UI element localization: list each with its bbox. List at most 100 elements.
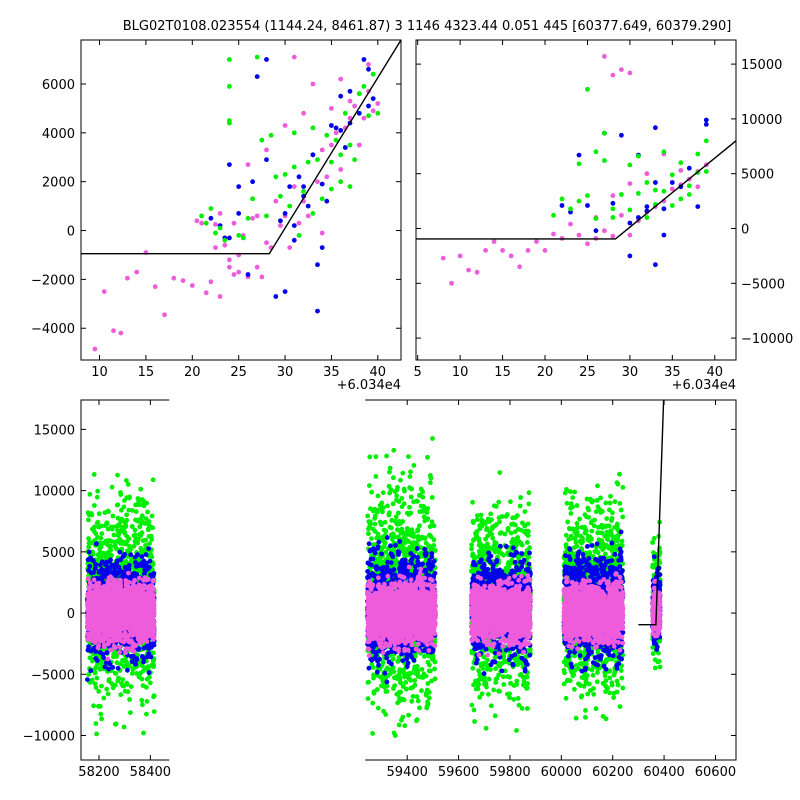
data-point xyxy=(130,665,136,671)
data-point xyxy=(398,680,404,686)
data-point xyxy=(652,657,658,663)
data-point xyxy=(388,671,393,677)
x-tick-label: 5 xyxy=(414,365,422,380)
data-point xyxy=(400,529,406,535)
data-point xyxy=(319,181,325,187)
data-point xyxy=(492,713,498,719)
data-point xyxy=(505,526,511,531)
data-point xyxy=(139,676,145,682)
data-point xyxy=(94,520,100,526)
data-point xyxy=(291,130,297,136)
data-point xyxy=(370,71,376,77)
data-point xyxy=(125,275,130,281)
data-point xyxy=(107,544,113,550)
data-point xyxy=(408,510,414,516)
data-point xyxy=(427,662,432,668)
y-tick-label: 10000 xyxy=(741,113,782,128)
data-point xyxy=(236,211,242,216)
data-point xyxy=(144,711,149,717)
data-point xyxy=(99,683,104,689)
data-point xyxy=(137,531,143,537)
data-point xyxy=(250,196,256,202)
data-point xyxy=(301,110,306,116)
data-point xyxy=(402,723,408,729)
data-point xyxy=(607,500,613,506)
data-point xyxy=(151,709,157,714)
data-point xyxy=(413,671,419,676)
x-tick-label: 25 xyxy=(579,365,596,380)
data-point xyxy=(472,536,478,542)
y-tick-label: 4000 xyxy=(42,127,75,142)
data-point xyxy=(126,507,132,513)
data-point xyxy=(403,551,408,557)
data-point xyxy=(366,113,371,119)
data-point xyxy=(508,681,513,686)
data-point xyxy=(581,675,587,681)
data-point xyxy=(96,524,101,530)
data-point xyxy=(387,490,393,496)
data-point xyxy=(296,233,302,238)
data-point xyxy=(94,675,100,681)
data-point xyxy=(356,110,362,116)
data-point xyxy=(419,667,425,672)
data-point xyxy=(620,514,626,520)
data-point xyxy=(627,70,633,76)
data-point xyxy=(390,475,396,481)
data-point xyxy=(401,697,407,703)
top-left-panel: 10 15 20 25 30 35 40−4000−20000200040006000+6.… xyxy=(31,39,402,393)
data-point xyxy=(101,289,107,294)
data-point xyxy=(139,697,145,703)
data-point xyxy=(695,204,701,210)
data-point xyxy=(480,666,486,671)
data-point xyxy=(573,539,579,545)
data-point xyxy=(114,502,120,508)
data-point xyxy=(653,262,658,268)
data-point xyxy=(96,703,101,709)
data-point xyxy=(421,654,427,659)
data-point xyxy=(131,543,137,549)
data-point xyxy=(400,470,406,476)
data-point xyxy=(617,471,622,477)
data-point xyxy=(384,689,390,694)
data-point xyxy=(310,125,316,131)
data-point xyxy=(305,203,311,209)
data-point xyxy=(505,674,510,679)
data-point xyxy=(407,474,413,479)
data-point xyxy=(414,717,420,723)
data-point xyxy=(583,708,588,713)
data-point xyxy=(315,308,320,314)
data-point xyxy=(347,98,353,104)
data-point xyxy=(476,538,482,544)
data-point xyxy=(519,706,525,711)
data-point xyxy=(405,531,411,537)
x-tick-label: 30 xyxy=(622,365,639,380)
data-point xyxy=(111,328,116,334)
data-point xyxy=(124,495,130,501)
data-point xyxy=(609,518,614,523)
data-point xyxy=(400,519,405,524)
data-point xyxy=(605,532,611,538)
data-point xyxy=(471,707,477,713)
data-point xyxy=(124,538,130,544)
data-point xyxy=(352,103,357,109)
data-point xyxy=(329,142,334,148)
data-point xyxy=(118,330,124,336)
data-point xyxy=(95,488,101,494)
data-point xyxy=(392,683,398,688)
data-point xyxy=(150,525,156,531)
data-point xyxy=(143,543,148,548)
data-point xyxy=(361,57,367,62)
data-point xyxy=(374,687,380,692)
data-point xyxy=(144,684,149,690)
data-point xyxy=(382,684,387,690)
data-point xyxy=(329,186,334,192)
data-point xyxy=(419,688,424,694)
data-point xyxy=(384,665,390,671)
data-point xyxy=(369,536,374,541)
data-point xyxy=(324,132,330,138)
data-point xyxy=(254,264,260,270)
data-point xyxy=(315,157,320,163)
data-point xyxy=(482,679,488,685)
data-point xyxy=(586,538,592,543)
data-point xyxy=(227,57,232,62)
